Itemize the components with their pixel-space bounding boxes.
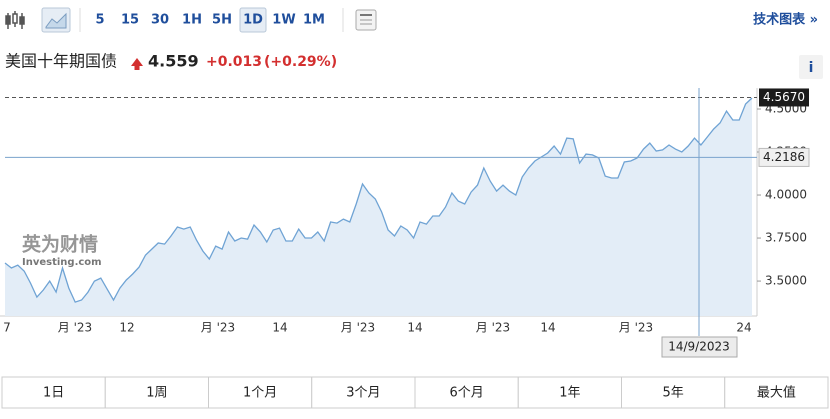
range-label: 1周 [146, 386, 167, 401]
interval-selected[interactable] [239, 7, 267, 33]
price: 4.559 [148, 52, 199, 71]
last-value-box [759, 88, 809, 107]
x-tick-label: 月 '23 [619, 321, 653, 335]
x-tick-label: 14 [540, 321, 555, 335]
interval-button[interactable]: 5H [212, 13, 232, 28]
x-tick-label: 7 [3, 321, 11, 335]
y-tick-label: 3.7500 [765, 231, 807, 245]
range-button[interactable] [104, 376, 209, 409]
x-tick-label: 月 '23 [58, 321, 92, 335]
range-button[interactable] [621, 376, 726, 409]
watermark-site: Investing.com [22, 257, 102, 268]
change-percent: (+0.29%) [264, 54, 337, 70]
crosshair-y-box [758, 147, 810, 167]
watermark-brand: 英为财情 [22, 233, 98, 256]
interval-button[interactable]: 1W [272, 13, 295, 28]
crosshair-y-label: 4.2186 [763, 150, 805, 164]
info-label: i [809, 60, 814, 76]
range-label: 1年 [559, 386, 580, 401]
crosshair-x-box [661, 336, 738, 358]
interval-button[interactable]: 30 [151, 13, 169, 28]
x-tick-label: 24 [736, 321, 751, 335]
interval-button[interactable]: 15 [121, 13, 139, 28]
range-label: 6个月 [449, 386, 483, 401]
range-label: 1个月 [243, 386, 277, 401]
range-button[interactable] [414, 376, 519, 409]
technical-chart-link[interactable]: 技术图表 » [753, 12, 818, 28]
candlestick-icon[interactable] [5, 11, 25, 29]
range-label: 1日 [43, 386, 64, 401]
up-arrow [131, 58, 143, 70]
range-label: 5年 [662, 386, 683, 401]
interval-button[interactable]: 5 [95, 13, 104, 28]
area-icon [45, 12, 67, 29]
range-button[interactable] [517, 376, 622, 409]
change: +0.013 [206, 54, 262, 70]
instrument-name: 美国十年期国债 [5, 52, 117, 71]
range-button[interactable] [724, 376, 829, 409]
range-button[interactable] [1, 376, 106, 409]
x-tick-label: 月 '23 [341, 321, 375, 335]
x-tick-label: 月 '23 [476, 321, 510, 335]
range-button[interactable] [311, 376, 416, 409]
interval-button[interactable]: 1H [182, 13, 202, 28]
range-label: 最大值 [757, 385, 796, 401]
x-tick-label: 12 [119, 321, 134, 335]
y-tick-label: 4.0000 [765, 188, 807, 202]
table-icon[interactable] [355, 9, 377, 31]
range-label: 3个月 [346, 386, 380, 401]
interval-button[interactable]: 1M [303, 13, 325, 28]
crosshair-x-label: 14/9/2023 [668, 340, 730, 354]
x-tick-label: 14 [407, 321, 422, 335]
price-line [4, 97, 753, 303]
info-button[interactable] [799, 55, 823, 79]
last-value-label: 4.5670 [763, 90, 805, 104]
y-tick-label: 3.5000 [765, 274, 807, 288]
x-tick-label: 14 [272, 321, 287, 335]
interval-button[interactable]: 1D [243, 13, 263, 28]
x-tick-label: 月 '23 [201, 321, 235, 335]
